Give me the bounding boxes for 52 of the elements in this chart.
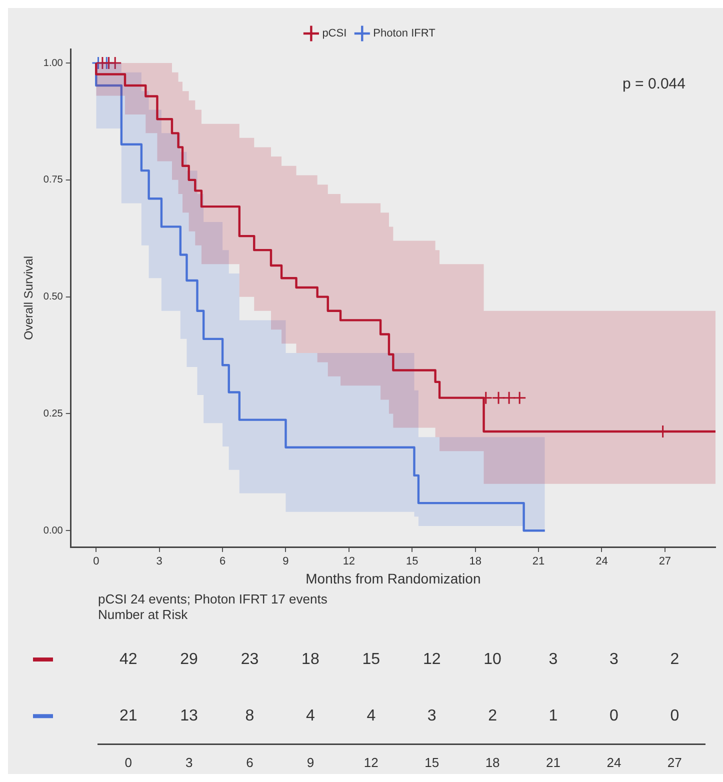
x-tick-label: 0 xyxy=(93,556,100,568)
y-tick-label: 0.25 xyxy=(43,408,64,420)
data-label: 4 xyxy=(306,708,315,725)
x-tick-label: 21 xyxy=(532,556,545,568)
data-label: 0 xyxy=(670,708,680,725)
data-label: 8 xyxy=(245,708,254,725)
data-label: 12 xyxy=(422,650,441,668)
x-tick-label: 12 xyxy=(342,556,356,568)
x-tick-label: 27 xyxy=(667,754,682,770)
y-tick-label: 0.50 xyxy=(43,292,64,303)
y-tick-label: 1.00 xyxy=(43,58,64,69)
data-label: 23 xyxy=(240,650,259,668)
y-tick-label: 0.00 xyxy=(43,525,64,536)
data-label: 0 xyxy=(609,708,618,725)
y-axis-title: Overall Survival xyxy=(22,256,36,340)
data-label: 2 xyxy=(670,650,680,668)
data-label: 29 xyxy=(180,650,198,668)
data-label: 10 xyxy=(484,650,502,668)
x-tick-label: 15 xyxy=(424,754,440,770)
data-label: 2 xyxy=(488,708,498,725)
data-label: 3 xyxy=(548,650,558,668)
data-label: 1 xyxy=(548,708,558,725)
chart-title: pCSI 24 events; Photon IFRT 17 events xyxy=(98,591,328,606)
chart-subtitle: Number at Risk xyxy=(98,606,188,622)
x-tick-label: 18 xyxy=(485,754,500,770)
x-tick-label: 24 xyxy=(596,556,608,568)
annotation: p = 0.044 xyxy=(622,76,686,93)
legend-label: pCSI xyxy=(322,28,347,40)
x-tick-label: 0 xyxy=(124,754,132,770)
x-tick-label: 21 xyxy=(546,754,560,770)
x-tick-label: 9 xyxy=(282,556,289,568)
y-tick-label: 0.75 xyxy=(43,174,64,186)
x-tick-label: 15 xyxy=(406,556,418,568)
data-label: 3 xyxy=(609,650,618,668)
x-tick-label: 3 xyxy=(156,556,162,568)
data-label: 3 xyxy=(427,708,436,725)
data-label: 42 xyxy=(119,650,138,668)
x-tick-label: 12 xyxy=(364,754,378,770)
data-label: 21 xyxy=(119,708,138,725)
data-label: 15 xyxy=(362,650,380,668)
data-label: 13 xyxy=(180,708,198,725)
x-axis-title: Months from Randomization xyxy=(306,570,481,586)
x-tick-label: 27 xyxy=(658,556,672,568)
legend-label: Photon IFRT xyxy=(373,28,436,40)
x-tick-label: 6 xyxy=(246,754,254,770)
x-tick-label: 24 xyxy=(606,754,622,770)
x-tick-label: 6 xyxy=(219,556,226,568)
data-label: 18 xyxy=(302,650,320,668)
data-label: 4 xyxy=(366,708,376,725)
x-tick-label: 18 xyxy=(469,556,482,568)
x-tick-label: 3 xyxy=(185,754,193,770)
x-tick-label: 9 xyxy=(306,754,314,770)
